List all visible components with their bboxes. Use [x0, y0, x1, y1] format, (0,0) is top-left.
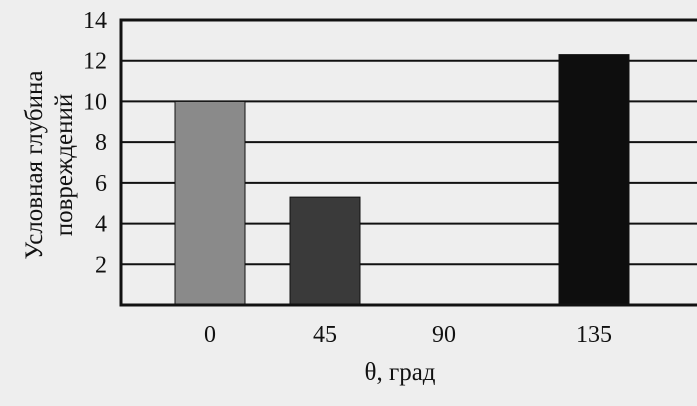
y-tick-label: 8 [95, 130, 107, 156]
x-tick-label: 135 [576, 322, 612, 348]
y-tick-label: 4 [95, 212, 107, 238]
y-axis-title-line-2: повреждений [51, 94, 78, 237]
bar-135 [558, 54, 630, 306]
y-axis-title-line-1: Условная глубина [21, 70, 48, 259]
x-tick-label: 0 [204, 322, 216, 348]
y-tick-label: 2 [95, 252, 107, 278]
y-tick-labels: 2 4 6 8 10 12 14 [83, 8, 107, 278]
x-tick-label: 45 [313, 322, 337, 348]
bar-0 [174, 100, 246, 306]
x-tick-label: 90 [432, 322, 456, 348]
x-tick-labels: 0 45 90 135 [204, 322, 612, 348]
x-axis-title: θ, град [364, 359, 435, 386]
y-tick-label: 14 [83, 8, 107, 34]
bar-45 [289, 196, 361, 306]
y-axis-title: Условная глубина повреждений [21, 70, 78, 259]
y-tick-label: 12 [83, 49, 107, 75]
bars [174, 54, 630, 306]
plot-frame [119, 18, 697, 307]
y-tick-label: 6 [95, 171, 107, 197]
y-tick-label: 10 [83, 89, 107, 115]
